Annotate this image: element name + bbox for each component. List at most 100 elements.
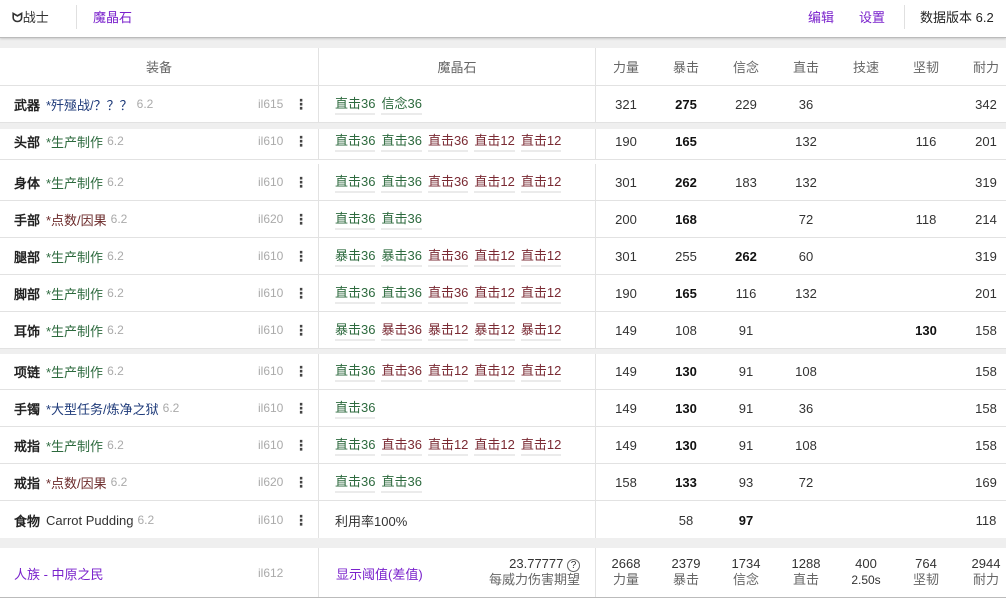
materia-slot[interactable]: 暴击12: [427, 319, 469, 341]
materia-slot[interactable]: 直击36: [335, 282, 376, 304]
more-vertical-icon[interactable]: ⋮: [294, 473, 308, 490]
materia-slot[interactable]: 直击36: [335, 130, 376, 152]
gear-item[interactable]: *歼殛战/？？？ 6.2: [46, 86, 153, 122]
stat-value: 72: [798, 211, 814, 227]
materia-slot[interactable]: 暴击12: [474, 319, 515, 341]
race-selector[interactable]: 人族 - 中原之民: [14, 566, 104, 582]
materia-slot[interactable]: 直击36: [335, 208, 376, 230]
stat-value: 183: [735, 174, 757, 190]
materia-slot[interactable]: 直击12: [427, 360, 469, 382]
materia-slot[interactable]: 暴击12: [520, 319, 562, 341]
more-vertical-icon[interactable]: ⋮: [294, 173, 308, 190]
materia-slot[interactable]: 直击12: [427, 434, 469, 456]
more-vertical-icon[interactable]: ⋮: [294, 210, 308, 227]
more-vertical-icon[interactable]: ⋮: [294, 436, 308, 453]
stat-value: 200: [615, 211, 637, 227]
more-vertical-icon[interactable]: ⋮: [294, 132, 308, 149]
gear-item[interactable]: *生产制作 6.2: [46, 123, 124, 159]
damage-expectation: 23.77777 ? 每威力伤害期望: [489, 556, 580, 588]
materia-slot[interactable]: 直击12: [474, 360, 515, 382]
more-vertical-icon[interactable]: ⋮: [294, 95, 308, 112]
materia-slot[interactable]: 暴击36: [381, 245, 422, 267]
materia-slot[interactable]: 直击36: [335, 360, 376, 382]
stat-value: [836, 501, 896, 539]
slot-label: 手镯: [14, 401, 41, 417]
materia-slot[interactable]: 直击12: [474, 282, 515, 304]
gear-item[interactable]: *点数/因果 6.2: [46, 201, 127, 237]
gear-item[interactable]: *生产制作 6.2: [46, 275, 124, 311]
more-vertical-icon[interactable]: ⋮: [294, 321, 308, 338]
gear-version: 6.2: [107, 249, 124, 263]
more-vertical-icon[interactable]: ⋮: [294, 399, 308, 416]
materia-slot[interactable]: 直击12: [520, 282, 562, 304]
slot-label: 脚部: [14, 286, 41, 302]
item-level: il620: [258, 212, 284, 226]
materia-slot[interactable]: 直击12: [474, 434, 515, 456]
materia-slot[interactable]: 暴击36: [381, 319, 422, 341]
materia-slot[interactable]: 直击36: [381, 360, 422, 382]
stat-value: 130: [675, 400, 697, 416]
slot-label: 戒指: [14, 475, 41, 491]
gear-item[interactable]: *生产制作 6.2: [46, 427, 124, 463]
table-row: 戒指 *点数/因果 6.2 il620 ⋮ 直击36 直击36 158 133 93 72 1…: [0, 464, 1006, 501]
stat-value: 132: [795, 174, 817, 190]
materia-slot[interactable]: 直击12: [474, 171, 515, 193]
gear-item[interactable]: *生产制作 6.2: [46, 312, 124, 348]
materia-slot[interactable]: 直击12: [474, 245, 515, 267]
more-vertical-icon[interactable]: ⋮: [294, 284, 308, 301]
settings-link[interactable]: 设置: [859, 10, 886, 25]
tab-materia[interactable]: 魔晶石: [93, 10, 133, 25]
materia-slot[interactable]: 直击36: [335, 397, 376, 419]
materia-slot[interactable]: 直击36: [381, 471, 422, 493]
materia-slot[interactable]: 直击36: [381, 130, 422, 152]
materia-slot[interactable]: 直击36: [335, 434, 376, 456]
materia-slot[interactable]: 直击36: [427, 130, 469, 152]
question-circle-icon[interactable]: ?: [567, 559, 580, 572]
materia-slot[interactable]: 直击36: [381, 434, 422, 456]
gear-item[interactable]: *生产制作 6.2: [46, 164, 124, 200]
materia-slot[interactable]: 暴击36: [335, 245, 376, 267]
materia-slot[interactable]: 直击36: [427, 171, 469, 193]
summary-footer: 人族 - 中原之民 il612 显示阈值(差值) 23.77777 ? 每威力伤…: [0, 548, 1006, 598]
top-bar: ᗢ战士 魔晶石 编辑 设置 数据版本 6.2: [0, 0, 1006, 38]
materia-slot[interactable]: 直击12: [520, 434, 562, 456]
gear-item[interactable]: *大型任务/炼净之狱 6.2: [46, 390, 179, 426]
materia-slot[interactable]: 直击12: [520, 360, 562, 382]
stat-total-label: 暴击: [672, 572, 699, 587]
materia-slot[interactable]: 信念36: [381, 93, 422, 115]
stat-total: 764 坚韧: [896, 556, 956, 588]
stat-value: 91: [738, 363, 754, 379]
materia-slot[interactable]: 直击12: [520, 130, 562, 152]
gear-item[interactable]: *生产制作 6.2: [46, 238, 124, 274]
table-row: 戒指 *生产制作 6.2 il610 ⋮ 直击36 直击36 直击12 直击12 直击12…: [0, 427, 1006, 464]
more-vertical-icon[interactable]: ⋮: [294, 362, 308, 379]
materia-slot[interactable]: 直击36: [381, 282, 422, 304]
materia-slot[interactable]: 直击36: [335, 93, 376, 115]
group-separator: [0, 349, 1006, 354]
more-vertical-icon[interactable]: ⋮: [294, 247, 308, 264]
gear-item[interactable]: *点数/因果 6.2: [46, 464, 127, 500]
materia-slot[interactable]: 直击36: [335, 471, 376, 493]
gear-item[interactable]: Carrot Pudding 6.2: [46, 501, 154, 539]
materia-slot[interactable]: 直击12: [474, 130, 515, 152]
gear-item[interactable]: *生产制作 6.2: [46, 353, 124, 389]
materia-slot[interactable]: 暴击36: [335, 319, 376, 341]
gear-version: 6.2: [107, 323, 124, 337]
materia-slot[interactable]: 直击36: [427, 282, 469, 304]
slot-label: 武器: [14, 97, 41, 113]
materia-slot[interactable]: 直击36: [335, 171, 376, 193]
table-row: 食物 Carrot Pudding 6.2 il610 ⋮ 利用率100% 58 97…: [0, 501, 1006, 540]
materia-slot[interactable]: 直击12: [520, 245, 562, 267]
edit-link[interactable]: 编辑: [808, 10, 835, 25]
more-vertical-icon[interactable]: ⋮: [294, 511, 308, 528]
item-level: il610: [258, 323, 284, 337]
materia-slot[interactable]: 直击36: [381, 208, 422, 230]
materia-slot[interactable]: 直击36: [427, 245, 469, 267]
job-selector[interactable]: ᗢ战士: [12, 10, 49, 25]
data-version: 数据版本 6.2: [920, 10, 994, 25]
stat-value: 149: [615, 437, 637, 453]
materia-slot[interactable]: 直击12: [520, 171, 562, 193]
threshold-toggle[interactable]: 显示阈值(差值): [336, 566, 423, 582]
stat-value: 169: [975, 474, 997, 490]
materia-slot[interactable]: 直击36: [381, 171, 422, 193]
